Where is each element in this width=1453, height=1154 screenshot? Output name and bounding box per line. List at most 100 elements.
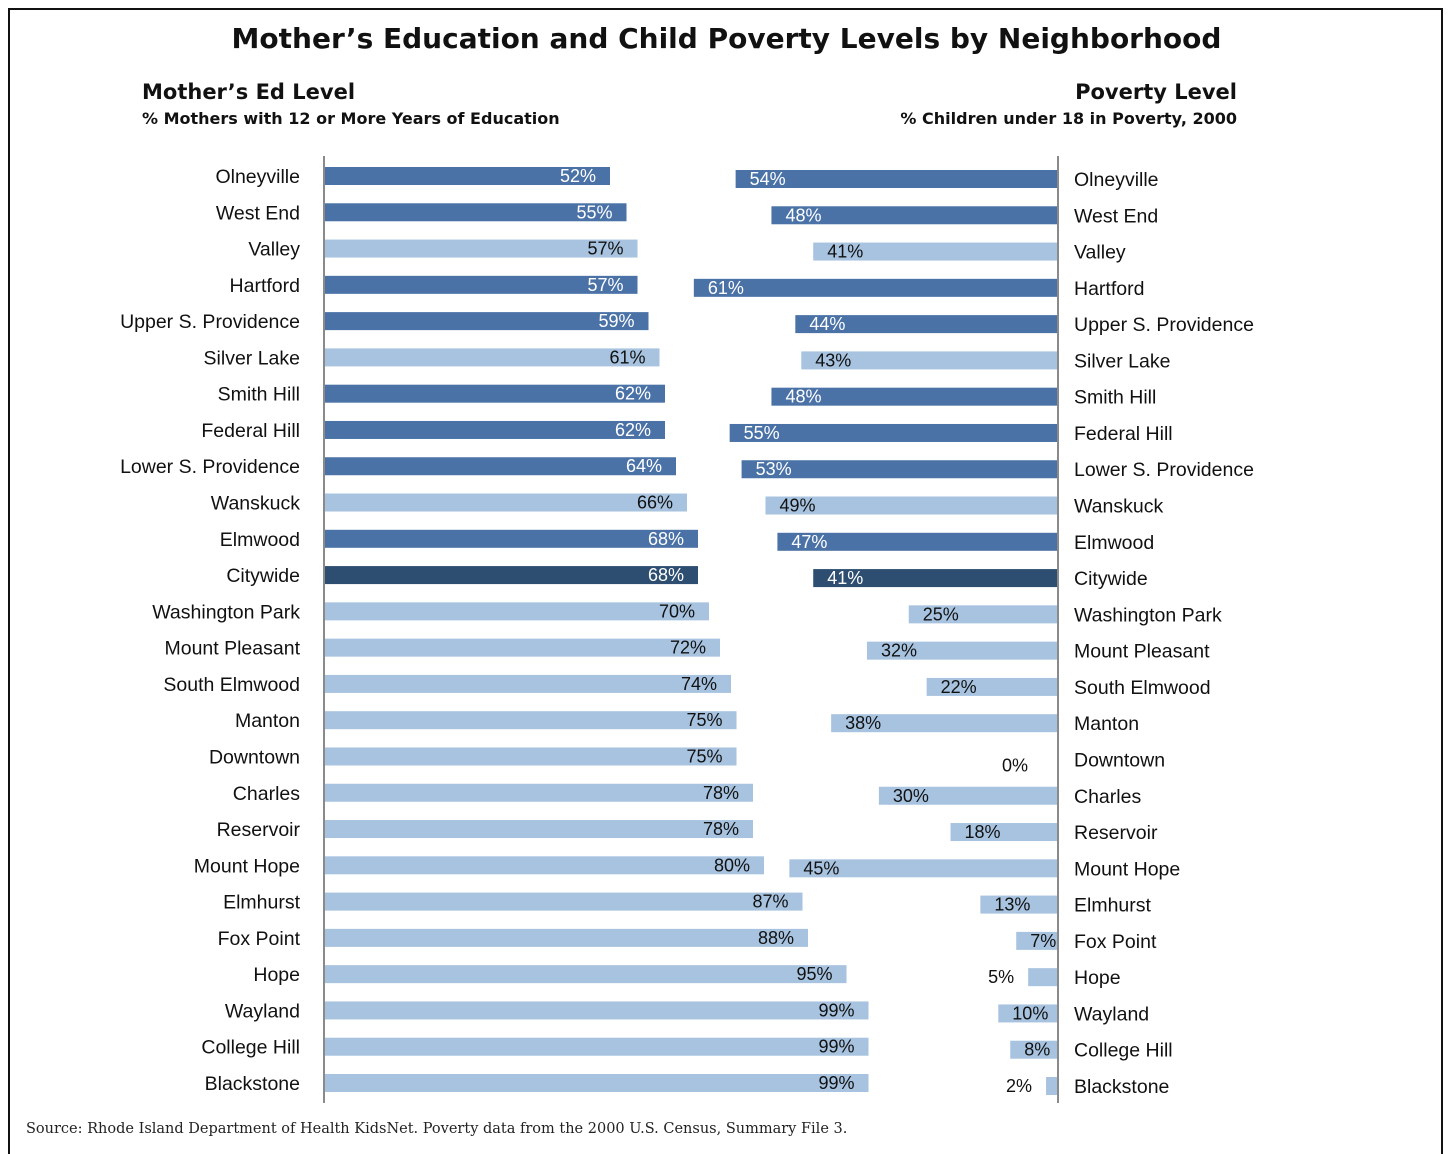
poverty-bar-smith-hill: [771, 387, 1058, 406]
poverty-category-label-mount-pleasant: Mount Pleasant: [1074, 641, 1210, 663]
poverty-bar-washington-park: [908, 605, 1058, 624]
poverty-bar-citywide: [813, 569, 1058, 588]
ed-category-label-silver-lake: Silver Lake: [204, 347, 300, 369]
ed-category-label-manton: Manton: [235, 710, 300, 732]
ed-bar-west-end: [324, 203, 627, 222]
poverty-bar-blackstone: [1046, 1077, 1058, 1095]
poverty-bar-hartford: [693, 278, 1058, 297]
ed-value-label-downtown: 75%: [686, 746, 722, 766]
poverty-value-label-smith-hill: 48%: [785, 387, 821, 407]
ed-category-label-lower-s-providence: Lower S. Providence: [120, 456, 300, 478]
ed-value-label-south-elmwood: 74%: [681, 674, 717, 694]
poverty-value-label-mount-hope: 45%: [803, 858, 839, 878]
poverty-bar-lower-s-providence: [741, 460, 1058, 479]
poverty-category-label-silver-lake: Silver Lake: [1074, 350, 1170, 372]
ed-category-label-south-elmwood: South Elmwood: [163, 674, 300, 696]
ed-bar-hartford: [324, 275, 638, 294]
poverty-bar-silver-lake: [801, 351, 1058, 370]
ed-value-label-elmwood: 68%: [648, 529, 684, 549]
ed-value-label-wayland: 99%: [818, 1000, 854, 1020]
poverty-category-label-manton: Manton: [1074, 713, 1139, 735]
ed-value-label-smith-hill: 62%: [615, 384, 651, 404]
poverty-category-label-smith-hill: Smith Hill: [1074, 387, 1156, 409]
ed-category-label-mount-hope: Mount Hope: [194, 855, 300, 877]
poverty-category-label-downtown: Downtown: [1074, 749, 1165, 771]
ed-category-label-downtown: Downtown: [209, 746, 300, 768]
ed-value-label-valley: 57%: [587, 239, 623, 259]
poverty-value-label-federal-hill: 55%: [744, 423, 780, 443]
poverty-bar-federal-hill: [729, 423, 1058, 442]
ed-bar-lower-s-providence: [324, 457, 676, 476]
ed-value-label-hartford: 57%: [587, 275, 623, 295]
ed-category-label-olneyville: Olneyville: [215, 166, 300, 188]
poverty-value-label-wanskuck: 49%: [779, 496, 815, 516]
poverty-value-label-silver-lake: 43%: [815, 350, 851, 370]
poverty-value-label-fox-point: 7%: [1030, 931, 1056, 951]
ed-value-label-west-end: 55%: [576, 202, 612, 222]
poverty-bar-south-elmwood: [926, 677, 1058, 696]
ed-category-label-federal-hill: Federal Hill: [201, 420, 300, 442]
source-note: Source: Rhode Island Department of Healt…: [26, 1121, 848, 1137]
ed-bar-washington-park: [324, 602, 709, 621]
ed-value-label-mount-pleasant: 72%: [670, 638, 706, 658]
poverty-value-label-mount-pleasant: 32%: [881, 641, 917, 661]
poverty-category-label-mount-hope: Mount Hope: [1074, 858, 1180, 880]
poverty-bar-olneyville: [735, 170, 1058, 188]
ed-category-label-hartford: Hartford: [230, 275, 300, 297]
ed-category-label-fox-point: Fox Point: [218, 928, 301, 950]
ed-category-label-charles: Charles: [233, 783, 300, 805]
poverty-bar-fox-point: [1016, 931, 1058, 950]
poverty-category-label-wanskuck: Wanskuck: [1074, 496, 1163, 518]
ed-bar-hope: [324, 965, 847, 984]
ed-value-label-manton: 75%: [686, 710, 722, 730]
ed-bar-fox-point: [324, 928, 808, 947]
poverty-value-label-washington-park: 25%: [923, 604, 959, 624]
ed-value-label-mount-hope: 80%: [714, 855, 750, 875]
left-panel-subtitle: % Mothers with 12 or More Years of Educa…: [142, 109, 560, 128]
ed-bar-elmhurst: [324, 892, 803, 911]
ed-category-label-reservoir: Reservoir: [217, 819, 301, 841]
right-panel-title: Poverty Level: [1075, 80, 1237, 104]
poverty-value-label-downtown: 0%: [1002, 755, 1028, 775]
ed-bar-downtown: [324, 747, 737, 766]
ed-category-label-blackstone: Blackstone: [205, 1073, 300, 1095]
poverty-value-label-olneyville: 54%: [750, 169, 786, 189]
poverty-value-label-blackstone: 2%: [1006, 1076, 1032, 1096]
ed-category-label-elmhurst: Elmhurst: [223, 892, 301, 914]
poverty-bar-manton: [831, 714, 1058, 733]
poverty-bar-valley: [813, 242, 1058, 261]
poverty-bar-mount-pleasant: [866, 641, 1058, 660]
ed-category-label-citywide: Citywide: [226, 565, 300, 587]
poverty-value-label-reservoir: 18%: [965, 822, 1001, 842]
chart-title: Mother’s Education and Child Poverty Lev…: [231, 22, 1222, 55]
ed-value-label-washington-park: 70%: [659, 601, 695, 621]
ed-value-label-fox-point: 88%: [758, 928, 794, 948]
poverty-value-label-charles: 30%: [893, 786, 929, 806]
poverty-value-label-elmwood: 47%: [791, 532, 827, 552]
ed-bar-citywide: [324, 566, 698, 585]
poverty-bar-wayland: [998, 1004, 1058, 1023]
ed-bar-olneyville: [324, 167, 610, 185]
ed-bar-reservoir: [324, 820, 753, 839]
ed-value-label-hope: 95%: [796, 964, 832, 984]
poverty-category-label-citywide: Citywide: [1074, 568, 1148, 590]
right-panel-subtitle: % Children under 18 in Poverty, 2000: [900, 109, 1237, 128]
poverty-category-label-south-elmwood: South Elmwood: [1074, 677, 1211, 699]
poverty-value-label-upper-s-providence: 44%: [809, 314, 845, 334]
ed-bar-manton: [324, 711, 737, 730]
ed-bar-upper-s-providence: [324, 312, 649, 331]
ed-category-label-college-hill: College Hill: [201, 1037, 300, 1059]
ed-value-label-olneyville: 52%: [560, 166, 596, 186]
poverty-value-label-lower-s-providence: 53%: [756, 459, 792, 479]
ed-category-label-hope: Hope: [253, 964, 300, 986]
poverty-category-label-fox-point: Fox Point: [1074, 931, 1157, 953]
ed-value-label-wanskuck: 66%: [637, 493, 673, 513]
ed-category-label-upper-s-providence: Upper S. Providence: [120, 311, 300, 333]
ed-category-label-smith-hill: Smith Hill: [218, 384, 300, 406]
ed-bar-valley: [324, 239, 638, 258]
ed-bar-south-elmwood: [324, 674, 731, 693]
ed-bar-mount-pleasant: [324, 638, 720, 657]
poverty-value-label-college-hill: 8%: [1024, 1040, 1050, 1060]
poverty-bar-charles: [878, 786, 1058, 805]
